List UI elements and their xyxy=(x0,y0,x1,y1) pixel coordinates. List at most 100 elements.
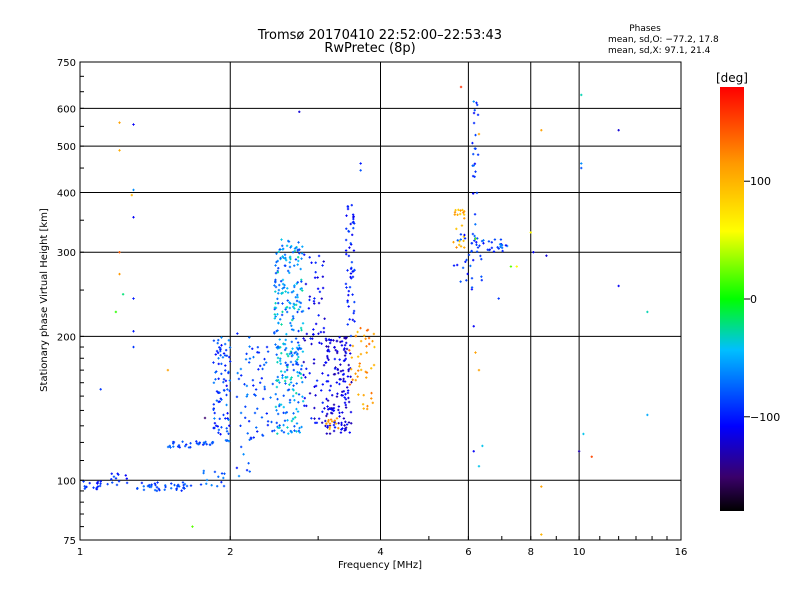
data-point xyxy=(337,421,340,425)
data-point xyxy=(251,347,254,350)
data-point xyxy=(343,380,347,383)
data-point xyxy=(332,409,335,412)
data-point xyxy=(235,395,239,399)
data-point xyxy=(283,342,287,346)
data-point xyxy=(273,332,276,335)
data-point xyxy=(285,244,289,247)
data-point xyxy=(345,252,348,256)
data-point xyxy=(247,462,250,465)
data-points xyxy=(82,85,649,536)
data-point xyxy=(222,476,225,480)
data-point xyxy=(301,322,305,325)
data-point xyxy=(261,397,265,401)
data-point xyxy=(349,344,352,347)
data-point xyxy=(281,376,284,380)
data-point xyxy=(278,404,281,408)
data-point xyxy=(480,239,484,243)
data-point xyxy=(277,426,280,430)
data-point xyxy=(359,339,363,343)
data-point xyxy=(289,378,292,381)
data-point xyxy=(343,336,346,340)
data-point xyxy=(218,400,221,403)
data-point xyxy=(314,384,318,388)
data-point xyxy=(291,363,295,366)
data-point xyxy=(359,162,362,165)
data-point xyxy=(341,394,344,397)
data-point xyxy=(296,281,299,284)
data-point xyxy=(301,380,304,384)
data-point xyxy=(317,417,321,420)
data-point xyxy=(298,248,301,251)
data-point xyxy=(224,439,228,442)
data-point xyxy=(337,405,341,408)
data-point xyxy=(476,103,479,107)
data-point xyxy=(177,485,181,488)
data-point xyxy=(284,258,288,262)
data-point xyxy=(362,334,366,337)
data-point xyxy=(132,297,135,300)
data-point xyxy=(279,280,283,283)
data-point xyxy=(328,432,332,435)
data-point xyxy=(85,485,88,489)
data-point xyxy=(316,287,320,290)
data-point xyxy=(176,484,179,487)
y-tick-label: 500 xyxy=(57,142,76,153)
data-point xyxy=(276,412,280,416)
data-point xyxy=(349,242,352,245)
data-point xyxy=(540,533,543,536)
data-point xyxy=(299,372,303,376)
data-point xyxy=(237,474,241,478)
data-point xyxy=(288,261,292,264)
data-point xyxy=(470,288,474,291)
data-point xyxy=(313,302,316,305)
y-tick-label: 200 xyxy=(57,332,76,343)
data-point xyxy=(181,440,184,443)
data-point xyxy=(319,330,323,334)
data-point xyxy=(346,207,350,211)
data-point xyxy=(499,238,503,241)
data-point xyxy=(291,354,294,357)
data-point xyxy=(340,421,343,425)
data-point xyxy=(332,403,336,406)
data-point xyxy=(286,365,289,369)
data-point xyxy=(275,329,278,333)
data-point xyxy=(326,412,329,416)
data-point xyxy=(459,233,463,236)
data-point xyxy=(463,217,466,220)
data-point xyxy=(298,346,301,350)
data-point xyxy=(326,426,329,429)
data-point xyxy=(224,417,227,420)
data-point xyxy=(347,363,350,367)
data-point xyxy=(325,414,328,418)
data-point xyxy=(300,280,303,283)
data-point xyxy=(224,369,227,372)
data-point xyxy=(487,240,491,243)
data-point xyxy=(273,313,277,316)
data-point xyxy=(286,299,289,302)
data-point xyxy=(215,399,219,402)
data-point xyxy=(217,362,220,366)
data-point xyxy=(226,417,229,420)
data-point xyxy=(215,390,219,393)
data-point xyxy=(473,239,476,242)
data-point xyxy=(296,296,299,299)
data-point xyxy=(344,249,348,252)
data-point xyxy=(286,287,289,290)
data-point xyxy=(540,128,543,132)
data-point xyxy=(205,478,209,482)
data-point xyxy=(500,244,504,247)
data-point xyxy=(277,292,280,295)
data-point xyxy=(339,431,343,434)
data-point xyxy=(473,162,477,165)
data-point xyxy=(276,259,279,263)
data-point xyxy=(280,351,283,355)
data-point xyxy=(490,241,494,244)
data-point xyxy=(132,188,135,192)
data-point xyxy=(276,345,280,348)
data-point xyxy=(293,429,296,432)
data-point xyxy=(285,368,289,372)
data-point xyxy=(351,378,354,381)
data-point xyxy=(299,367,303,371)
data-point xyxy=(358,362,361,365)
data-point xyxy=(169,446,172,449)
